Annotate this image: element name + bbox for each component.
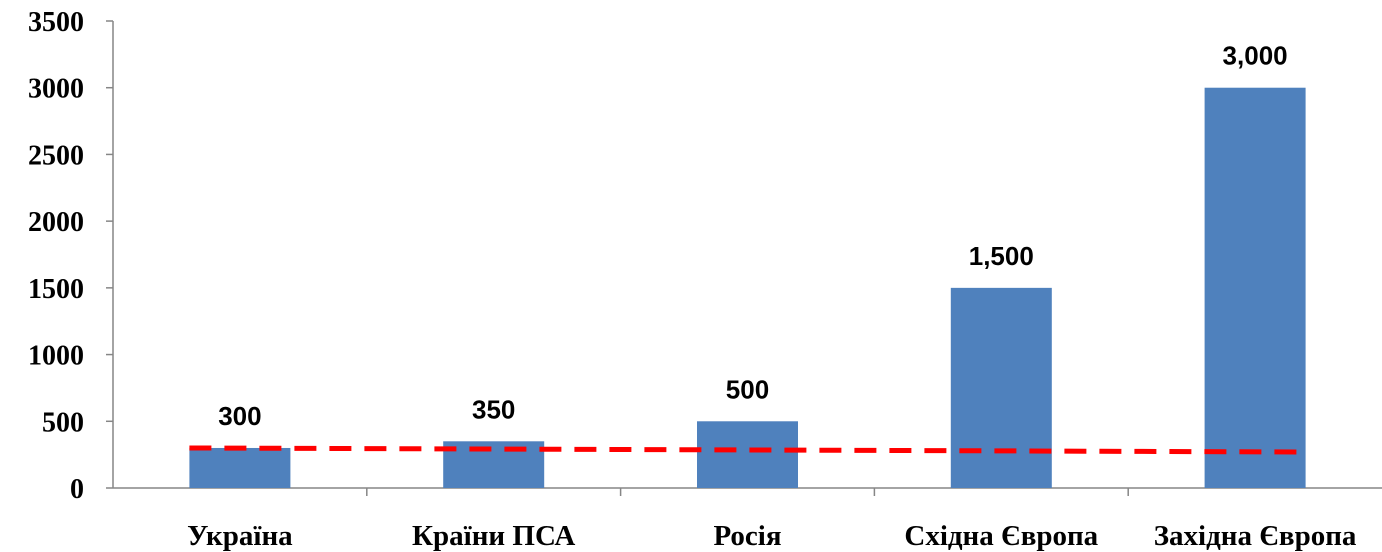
bar <box>443 441 545 488</box>
data-label: 500 <box>726 374 769 404</box>
bars-group <box>189 87 1306 488</box>
x-axis <box>113 487 1382 496</box>
y-tick-label: 1500 <box>28 274 84 305</box>
trendline <box>189 445 1306 455</box>
y-axis: 0 500 1000 1500 2000 2500 3000 3500 <box>28 7 114 505</box>
category-label: Західна Європа <box>1154 520 1357 552</box>
category-label: Східна Європа <box>904 520 1098 552</box>
y-tick-label: 3000 <box>28 74 84 105</box>
category-label: Україна <box>187 520 293 552</box>
bar <box>189 447 291 488</box>
data-labels-group: 300 350 500 1,500 3,000 <box>218 41 1287 431</box>
bar <box>1204 87 1306 488</box>
y-tick-label: 500 <box>42 407 84 438</box>
y-tick-label: 2000 <box>28 207 84 238</box>
y-tick-label: 2500 <box>28 140 84 171</box>
data-label: 1,500 <box>969 241 1034 271</box>
data-label: 300 <box>218 401 261 431</box>
category-labels-group: Україна Країни ПСА Росія Східна Європа Захід… <box>187 520 1357 552</box>
y-tick-label: 0 <box>70 474 84 505</box>
bar <box>950 287 1052 488</box>
category-label: Росія <box>713 520 781 552</box>
y-tick-label: 3500 <box>28 7 84 38</box>
data-label: 350 <box>472 394 515 424</box>
trendline-group <box>189 445 1306 455</box>
data-label: 3,000 <box>1223 41 1288 71</box>
category-label: Країни ПСА <box>412 520 575 552</box>
y-tick-label: 1000 <box>28 341 84 372</box>
bar <box>697 421 798 488</box>
